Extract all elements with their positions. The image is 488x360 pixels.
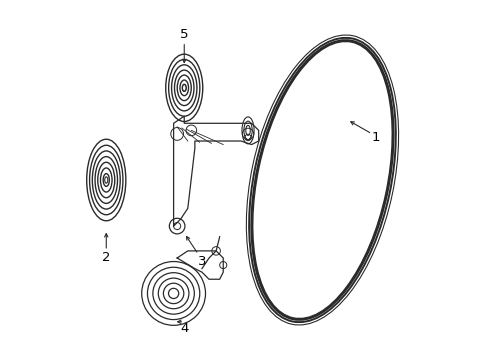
Text: 3: 3 [197,255,206,268]
Text: 5: 5 [180,28,188,41]
Text: 1: 1 [370,131,379,144]
Ellipse shape [104,177,107,183]
Text: 2: 2 [102,252,110,265]
Ellipse shape [182,85,185,91]
Text: 4: 4 [180,322,188,336]
